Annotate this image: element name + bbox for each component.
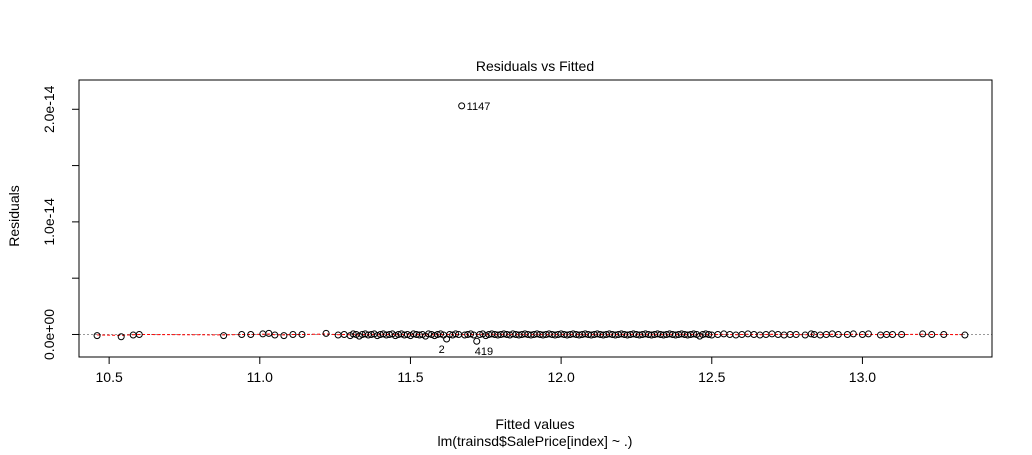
residual-point bbox=[898, 330, 906, 338]
plot-frame bbox=[78, 79, 993, 358]
outlier-labels: 1147 2 419 bbox=[439, 101, 493, 358]
y-tick-label: 1.0e-14 bbox=[41, 198, 57, 246]
residual-point bbox=[452, 330, 460, 338]
chart-title: Residuals vs Fitted bbox=[476, 58, 594, 74]
residual-point bbox=[247, 330, 255, 338]
y-tick-label: 2.0e-14 bbox=[41, 85, 57, 133]
x-tick-label: 13.0 bbox=[849, 369, 876, 385]
residual-point bbox=[443, 335, 451, 343]
residual-point bbox=[834, 330, 842, 338]
residual-point bbox=[298, 330, 306, 338]
residual-point bbox=[437, 330, 445, 338]
residual-point bbox=[467, 330, 475, 338]
x-tick-label: 12.5 bbox=[698, 369, 725, 385]
residual-point bbox=[705, 330, 713, 338]
residual-point bbox=[849, 330, 857, 338]
residual-point bbox=[135, 330, 143, 338]
outlier-label: 419 bbox=[475, 346, 493, 358]
residual-point bbox=[349, 330, 357, 338]
x-tick-label: 11.0 bbox=[247, 369, 273, 385]
residual-point bbox=[864, 330, 872, 338]
residual-point bbox=[928, 330, 936, 338]
outlier-label: 1147 bbox=[467, 101, 491, 113]
outlier-label: 2 bbox=[439, 344, 445, 356]
residual-point bbox=[940, 330, 948, 338]
x-tick-label: 10.5 bbox=[96, 369, 123, 385]
residual-point bbox=[289, 330, 297, 338]
residual-point bbox=[220, 332, 228, 340]
residual-point bbox=[792, 330, 800, 338]
residual-points bbox=[93, 102, 969, 345]
axes: 10.5 11.0 11.5 12.0 12.5 13.0 0.0e+00 1.0e-14 2.… bbox=[41, 79, 993, 385]
chart-subtitle: lm(trainsd$SalePrice[index] ~ .) bbox=[438, 433, 633, 449]
residual-point bbox=[117, 333, 125, 341]
y-tick-label: 0.0e+00 bbox=[41, 309, 57, 360]
residual-point bbox=[961, 331, 969, 339]
residual-point bbox=[238, 330, 246, 338]
residual-point bbox=[322, 329, 330, 337]
residual-point bbox=[458, 102, 466, 110]
x-tick-label: 12.0 bbox=[547, 369, 574, 385]
residual-point bbox=[919, 330, 927, 338]
y-axis-label: Residuals bbox=[6, 185, 22, 246]
x-tick-label: 11.5 bbox=[397, 369, 423, 385]
residual-point bbox=[690, 330, 698, 338]
residual-point bbox=[93, 332, 101, 340]
x-axis-label: Fitted values bbox=[495, 416, 574, 432]
residual-point bbox=[271, 331, 279, 339]
residual-point bbox=[473, 337, 481, 345]
residual-point bbox=[807, 330, 815, 338]
residual-point bbox=[889, 330, 897, 338]
residual-point bbox=[280, 332, 288, 340]
